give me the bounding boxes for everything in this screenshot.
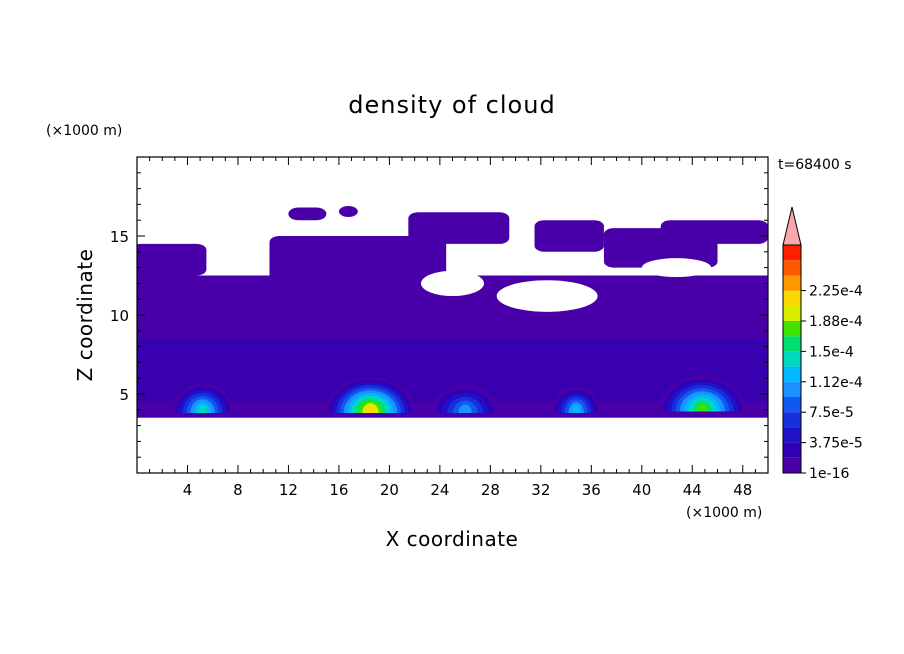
clear-air-patch [496,280,598,312]
x-axis-label: X coordinate [386,527,519,551]
upper-cloud-layer [137,243,207,276]
contour-field [137,205,768,418]
colorbar-label: 1.5e-4 [809,344,854,360]
colorbar-label: 2.25e-4 [809,284,863,300]
colorbar-segment [783,397,801,413]
colorbar-label: 1e-16 [809,466,849,482]
convective-cell-contour [571,405,581,413]
colorbar: 1e-16 3.75e-5 7.5e-5 1.12e-4 1.5e-4 1.88e-4 2.… [782,206,863,482]
x-tick-label: 8 [233,481,243,499]
colorbar-segment [783,336,801,352]
x-tick-label: 12 [279,481,298,499]
colorbar-extend-triangle [782,206,802,246]
convective-cell-contour [458,404,472,413]
colorbar-segment [783,381,801,397]
x-tick-label: 16 [329,481,348,499]
x-tick-label: 20 [380,481,399,499]
x-tick-label: 28 [481,481,500,499]
y-unit-label: (×1000 m) [46,123,122,139]
y-axis-label: Z coordinate [73,249,97,382]
upper-cloud-layer [269,236,447,284]
convective-cell-contour [198,405,208,413]
colorbar-label: 3.75e-5 [809,436,863,452]
colorbar-label: 7.5e-5 [809,405,854,421]
convective-cell-contour [366,405,375,413]
upper-cloud-layer [338,205,358,218]
x-tick-label: 48 [733,481,752,499]
colorbar-segment [783,427,801,443]
x-unit-label: (×1000 m) [686,505,762,521]
colorbar-frame [782,244,802,474]
colorbar-segment [783,305,801,321]
y-tick-label: 10 [110,307,129,325]
colorbar-segment [783,321,801,337]
upper-cloud-layer [408,212,510,244]
colorbar-label: 1.88e-4 [809,314,863,330]
x-tick-label: 32 [531,481,550,499]
convective-cell-contour [697,403,708,412]
y-tick-label: 5 [119,386,129,404]
chart-title: density of cloud [348,91,555,119]
colorbar-segment [783,457,801,473]
colorbar-segment [783,245,801,261]
colorbar-segment [783,412,801,428]
colorbar-segment [783,351,801,367]
upper-cloud-layer [660,220,768,244]
colorbar-segment [783,260,801,276]
x-tick-label: 40 [632,481,651,499]
clear-air-patch [420,270,485,297]
x-tick-label: 36 [582,481,601,499]
upper-cloud-layer [534,220,604,252]
y-tick-label: 15 [110,228,129,246]
x-tick-label: 24 [430,481,449,499]
colorbar-segment [783,366,801,382]
upper-cloud-layer [288,207,327,221]
x-tick-label: 44 [683,481,702,499]
x-tick-label: 4 [183,481,193,499]
clear-air-patch [641,258,712,278]
time-label: t=68400 s [778,157,852,173]
colorbar-segment [783,442,801,458]
colorbar-segment [783,275,801,291]
colorbar-segment [783,290,801,306]
colorbar-label: 1.12e-4 [809,375,863,391]
